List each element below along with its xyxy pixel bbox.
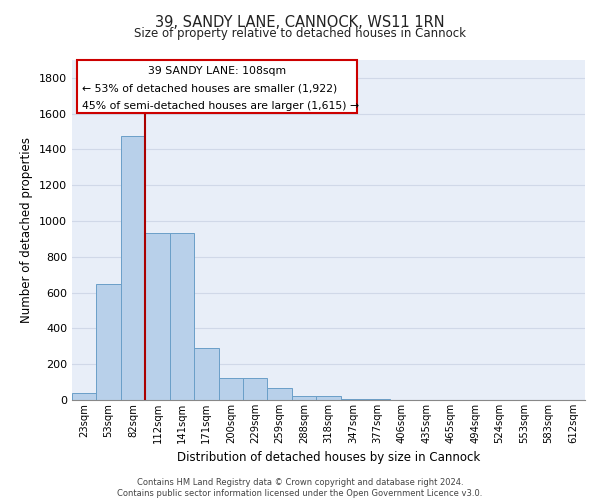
Text: Contains HM Land Registry data © Crown copyright and database right 2024.
Contai: Contains HM Land Registry data © Crown c… xyxy=(118,478,482,498)
Bar xyxy=(121,136,145,400)
Bar xyxy=(72,393,97,400)
Bar xyxy=(218,378,243,400)
Bar xyxy=(170,232,194,400)
Bar xyxy=(316,396,341,400)
Bar xyxy=(268,388,292,400)
Bar xyxy=(341,399,365,400)
Bar xyxy=(292,396,316,400)
FancyBboxPatch shape xyxy=(77,60,357,112)
X-axis label: Distribution of detached houses by size in Cannock: Distribution of detached houses by size … xyxy=(177,452,480,464)
Bar xyxy=(243,378,268,400)
Bar xyxy=(365,399,389,400)
Text: 39 SANDY LANE: 108sqm: 39 SANDY LANE: 108sqm xyxy=(148,66,286,76)
Bar xyxy=(97,284,121,400)
Text: ← 53% of detached houses are smaller (1,922): ← 53% of detached houses are smaller (1,… xyxy=(82,84,338,94)
Text: 39, SANDY LANE, CANNOCK, WS11 1RN: 39, SANDY LANE, CANNOCK, WS11 1RN xyxy=(155,15,445,30)
Text: Size of property relative to detached houses in Cannock: Size of property relative to detached ho… xyxy=(134,28,466,40)
Bar xyxy=(194,348,218,400)
Text: 45% of semi-detached houses are larger (1,615) →: 45% of semi-detached houses are larger (… xyxy=(82,102,359,112)
Bar xyxy=(145,232,170,400)
Y-axis label: Number of detached properties: Number of detached properties xyxy=(20,137,34,323)
